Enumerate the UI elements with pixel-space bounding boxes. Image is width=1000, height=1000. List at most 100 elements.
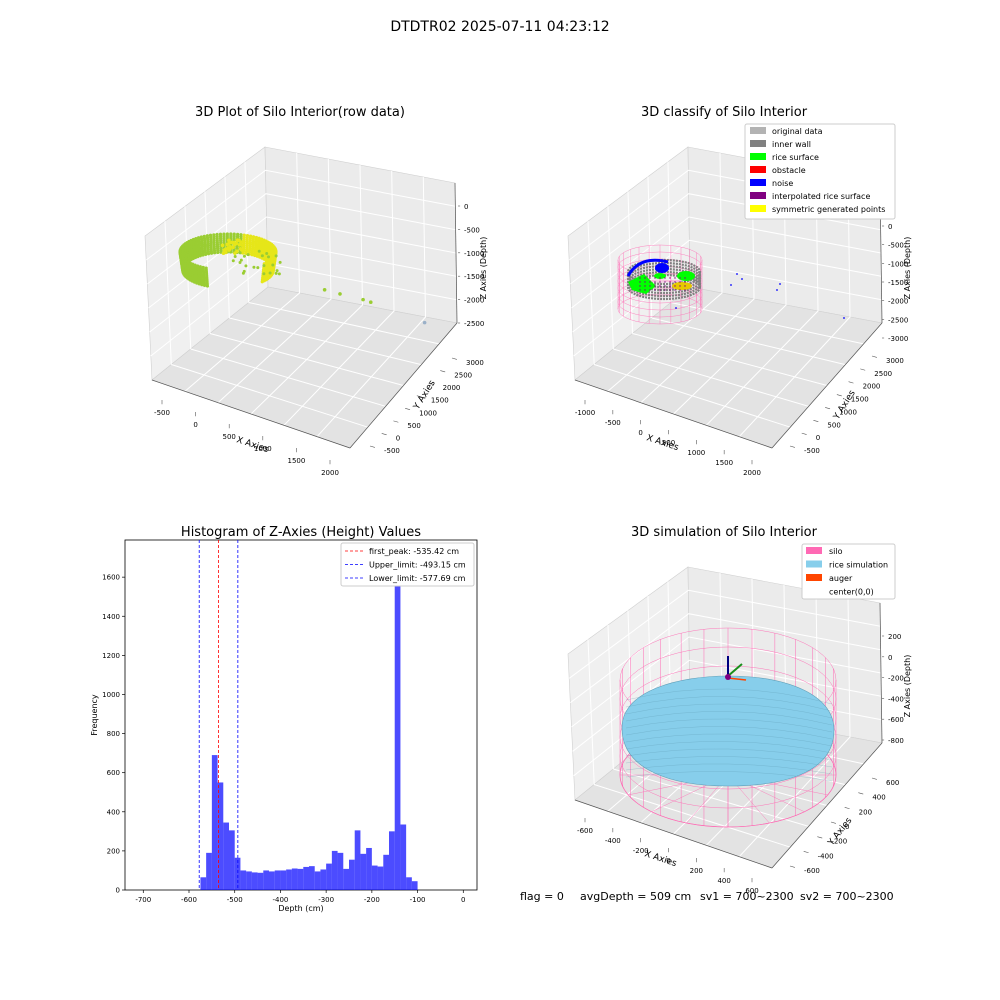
p2-y-tick	[848, 381, 854, 384]
rice-surface-points	[677, 271, 695, 281]
histogram-bar	[326, 863, 332, 890]
p1-y-tick-label: 0	[396, 434, 400, 442]
legend-swatch	[750, 140, 766, 147]
panel-classify-ylabel: Y Axies	[832, 388, 858, 422]
p2-y-tick-label: 1000	[839, 408, 857, 416]
p2-y-tick	[813, 419, 819, 422]
rice-surface-points	[628, 274, 656, 294]
p4-y-tick	[830, 821, 836, 824]
p2-x-tick-label: 1500	[715, 459, 733, 467]
p2-y-tick	[871, 355, 877, 358]
raw-point	[241, 239, 245, 244]
noise-point	[843, 317, 845, 319]
p4-y-tick-label: -600	[804, 867, 820, 875]
legend-label: inner wall	[772, 140, 811, 149]
histogram-bar	[246, 871, 252, 890]
legend-label: noise	[772, 179, 793, 188]
raw-point	[274, 254, 278, 258]
p1-y-tick	[440, 370, 446, 373]
raw-point	[227, 238, 231, 243]
noise-point	[730, 284, 732, 286]
p1-x-tick-label: 500	[223, 433, 236, 441]
outlier-point	[322, 287, 327, 292]
interpolated-points	[639, 281, 641, 283]
gridline	[145, 169, 456, 261]
p1-x-tick-label: 0	[193, 421, 197, 429]
simulation-xlabel: X Axies	[643, 849, 678, 869]
rice-mesh-line	[625, 748, 833, 761]
histogram-bar	[297, 868, 304, 890]
legend-label: first_peak: -535.42 cm	[369, 547, 459, 556]
p2-x-tick-label: 2000	[743, 469, 761, 477]
interpolated-points	[644, 281, 646, 283]
interpolated-points	[684, 277, 686, 279]
interpolated-points	[669, 281, 671, 283]
histogram-bar	[263, 870, 269, 890]
rice-mesh-line	[625, 763, 833, 775]
raw-point	[232, 242, 237, 247]
interpolated-points	[674, 277, 676, 279]
legend-label: obstacle	[772, 166, 806, 175]
raw-point	[220, 243, 225, 248]
histogram-bar	[337, 852, 344, 890]
p2-x-tick-label: -1000	[575, 409, 595, 417]
p1-z-tick-label: -1500	[464, 273, 484, 281]
raw-point	[209, 251, 214, 255]
y-tick-label: 800	[107, 730, 120, 738]
legend-swatch	[750, 166, 766, 173]
y-axis-line	[349, 322, 458, 449]
p2-y-tick-label: 3000	[886, 357, 904, 365]
raw-point	[221, 251, 226, 256]
p1-y-tick-label: 1500	[431, 397, 449, 405]
interpolated-points	[644, 277, 646, 279]
p1-z-tick-label: -1000	[464, 250, 484, 258]
interpolated-points	[659, 277, 661, 279]
p4-x-tick-label: 0	[666, 857, 670, 865]
histogram-bar	[320, 869, 327, 890]
histogram-bar	[389, 831, 395, 890]
p2-y-tick-label: 500	[827, 421, 840, 429]
y-tick-label: 1000	[102, 691, 120, 699]
histogram-legend-frame	[340, 542, 475, 587]
p1-x-tick-label: 2000	[321, 469, 339, 477]
raw-point	[240, 250, 245, 255]
x-axis-line	[574, 379, 773, 449]
p4-x-tick-label: 600	[745, 887, 758, 895]
histogram-bar	[383, 854, 389, 890]
raw-point	[268, 271, 272, 275]
simulation-title: 3D simulation of Silo Interior	[631, 525, 818, 540]
panel-classify-xlabel: X Axies	[645, 433, 680, 453]
interpolated-points	[679, 281, 681, 283]
panel-raw-title: 3D Plot of Silo Interior(row data)	[195, 105, 405, 120]
interpolated-points	[649, 285, 651, 287]
simulation-legend-frame	[801, 543, 896, 600]
interpolated-points	[684, 289, 686, 291]
legend-label: original data	[772, 127, 823, 136]
p2-y-tick	[836, 394, 842, 397]
interpolated-points	[639, 289, 641, 291]
histogram-bar	[200, 877, 207, 890]
raw-point	[231, 245, 235, 250]
raw-point	[271, 263, 275, 267]
p1-y-tick-label: 2500	[454, 372, 472, 380]
p2-z-tick-label: -500	[888, 242, 904, 250]
interpolated-points	[664, 289, 666, 291]
p1-y-tick-label: 3000	[466, 359, 484, 367]
p4-z-tick-label: -600	[888, 716, 904, 724]
rice-simulation-surface	[621, 675, 835, 787]
raw-point	[237, 238, 241, 243]
p1-y-tick	[416, 395, 422, 398]
rice-mesh-line	[625, 696, 833, 712]
gridline	[670, 302, 864, 345]
gridline	[569, 613, 881, 704]
p2-x-tick-label: -500	[605, 419, 621, 427]
x-tick-label: -400	[272, 896, 288, 904]
classify-legend: original data inner wall rice surface obsta…	[744, 123, 896, 220]
interpolated-points	[644, 285, 646, 287]
z-axis-line	[454, 182, 458, 324]
raw-point	[278, 260, 282, 264]
x-tick-label: -600	[181, 896, 197, 904]
rice-mesh-line	[625, 711, 833, 726]
p2-x-tick-label: 0	[638, 429, 642, 437]
